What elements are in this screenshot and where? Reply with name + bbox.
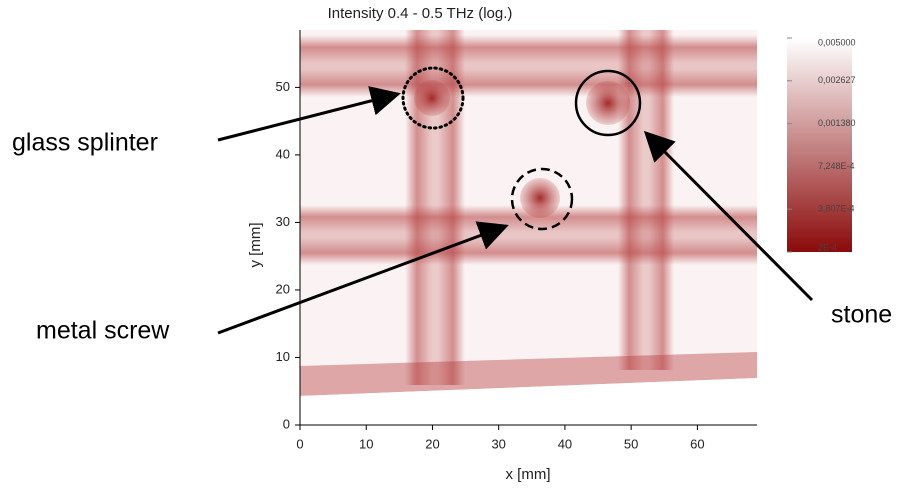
annotation: glass splinter — [12, 129, 158, 157]
colorbar-tick-label: 0,001380 — [818, 118, 856, 128]
circle-screw — [510, 167, 574, 231]
spot — [520, 178, 560, 218]
colorbar-tick-label: 3,807E-4 — [818, 204, 855, 214]
annotation: stone — [831, 301, 892, 329]
x-axis-label: x [mm] — [506, 466, 551, 483]
x-tick-label: 50 — [624, 436, 638, 451]
spot — [586, 81, 630, 125]
annotation: metal screw — [36, 317, 170, 345]
x-tick-label: 60 — [690, 436, 704, 451]
band — [300, 35, 757, 97]
spot — [414, 80, 450, 116]
colorbar-tick-label: 0,005000 — [818, 37, 856, 47]
y-tick-label: 0 — [283, 416, 290, 431]
arrow — [643, 130, 814, 302]
x-tick-label: 30 — [491, 436, 505, 451]
colorbar-tick-label: 2E-4 — [818, 242, 837, 252]
y-tick-label: 50 — [276, 79, 290, 94]
x-tick-label: 20 — [425, 436, 439, 451]
y-tick-label: 40 — [276, 146, 290, 161]
colorbar-tick-label: 0,002627 — [818, 75, 856, 85]
colorbar-tick-label: 7,248E-4 — [818, 161, 855, 171]
y-tick-label: 20 — [276, 281, 290, 296]
x-tick-label: 0 — [296, 436, 303, 451]
blank — [300, 378, 757, 425]
y-tick-label: 10 — [276, 349, 290, 364]
circle-glass — [401, 66, 465, 130]
y-tick-label: 30 — [276, 214, 290, 229]
y-axis-label: y [mm] — [247, 223, 264, 268]
arrow — [217, 221, 509, 335]
band — [300, 205, 757, 265]
colorbar — [787, 38, 852, 252]
band — [618, 30, 674, 370]
circle-stone — [574, 69, 642, 137]
x-tick-label: 40 — [558, 436, 572, 451]
arrow — [217, 86, 401, 142]
heatmap-image — [300, 30, 757, 425]
x-tick-label: 10 — [359, 436, 373, 451]
chart-title: Intensity 0.4 - 0.5 THz (log.) — [328, 5, 513, 22]
